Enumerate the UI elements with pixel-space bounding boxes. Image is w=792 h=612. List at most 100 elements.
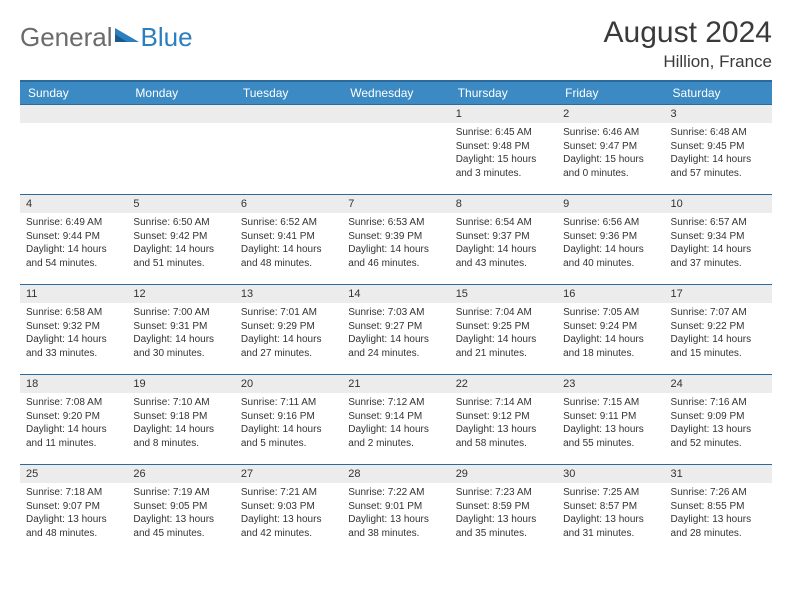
day-number: 22 [450,375,557,393]
weekday-header: Sunday [20,81,127,105]
day-number: 31 [665,465,772,483]
day-details: Sunrise: 7:04 AMSunset: 9:25 PMDaylight:… [450,303,557,363]
day-details: Sunrise: 6:58 AMSunset: 9:32 PMDaylight:… [20,303,127,363]
day-number: 30 [557,465,664,483]
calendar-day-cell: 30Sunrise: 7:25 AMSunset: 8:57 PMDayligh… [557,465,664,555]
calendar-day-cell: 4Sunrise: 6:49 AMSunset: 9:44 PMDaylight… [20,195,127,285]
calendar-day-cell: 12Sunrise: 7:00 AMSunset: 9:31 PMDayligh… [127,285,234,375]
weekday-header: Monday [127,81,234,105]
day-number: 20 [235,375,342,393]
day-number: 17 [665,285,772,303]
day-details: Sunrise: 6:50 AMSunset: 9:42 PMDaylight:… [127,213,234,273]
calendar-day-cell: 29Sunrise: 7:23 AMSunset: 8:59 PMDayligh… [450,465,557,555]
day-number: 1 [450,105,557,123]
calendar-day-cell: 22Sunrise: 7:14 AMSunset: 9:12 PMDayligh… [450,375,557,465]
calendar-day-cell [127,105,234,195]
day-details: Sunrise: 7:07 AMSunset: 9:22 PMDaylight:… [665,303,772,363]
day-details: Sunrise: 7:14 AMSunset: 9:12 PMDaylight:… [450,393,557,453]
day-details: Sunrise: 6:45 AMSunset: 9:48 PMDaylight:… [450,123,557,183]
calendar-day-cell: 2Sunrise: 6:46 AMSunset: 9:47 PMDaylight… [557,105,664,195]
calendar-day-cell: 7Sunrise: 6:53 AMSunset: 9:39 PMDaylight… [342,195,449,285]
day-number: 14 [342,285,449,303]
day-number: 16 [557,285,664,303]
calendar-day-cell: 23Sunrise: 7:15 AMSunset: 9:11 PMDayligh… [557,375,664,465]
calendar-day-cell: 3Sunrise: 6:48 AMSunset: 9:45 PMDaylight… [665,105,772,195]
day-details: Sunrise: 7:16 AMSunset: 9:09 PMDaylight:… [665,393,772,453]
day-details: Sunrise: 6:49 AMSunset: 9:44 PMDaylight:… [20,213,127,273]
day-number: 24 [665,375,772,393]
weekday-header: Tuesday [235,81,342,105]
calendar-day-cell [20,105,127,195]
day-number-empty [342,105,449,123]
calendar-day-cell: 25Sunrise: 7:18 AMSunset: 9:07 PMDayligh… [20,465,127,555]
day-number: 3 [665,105,772,123]
day-number: 26 [127,465,234,483]
calendar-day-cell: 10Sunrise: 6:57 AMSunset: 9:34 PMDayligh… [665,195,772,285]
calendar-day-cell: 17Sunrise: 7:07 AMSunset: 9:22 PMDayligh… [665,285,772,375]
header: General Blue August 2024 Hillion, France [20,16,772,72]
day-number: 23 [557,375,664,393]
day-number: 10 [665,195,772,213]
calendar-table: SundayMondayTuesdayWednesdayThursdayFrid… [20,80,772,555]
day-number: 19 [127,375,234,393]
calendar-day-cell: 8Sunrise: 6:54 AMSunset: 9:37 PMDaylight… [450,195,557,285]
calendar-day-cell: 31Sunrise: 7:26 AMSunset: 8:55 PMDayligh… [665,465,772,555]
calendar-week-row: 4Sunrise: 6:49 AMSunset: 9:44 PMDaylight… [20,195,772,285]
day-number: 15 [450,285,557,303]
calendar-day-cell: 9Sunrise: 6:56 AMSunset: 9:36 PMDaylight… [557,195,664,285]
calendar-week-row: 25Sunrise: 7:18 AMSunset: 9:07 PMDayligh… [20,465,772,555]
day-details: Sunrise: 7:03 AMSunset: 9:27 PMDaylight:… [342,303,449,363]
day-details: Sunrise: 7:08 AMSunset: 9:20 PMDaylight:… [20,393,127,453]
calendar-day-cell: 1Sunrise: 6:45 AMSunset: 9:48 PMDaylight… [450,105,557,195]
weekday-header: Friday [557,81,664,105]
day-number: 4 [20,195,127,213]
calendar-day-cell: 16Sunrise: 7:05 AMSunset: 9:24 PMDayligh… [557,285,664,375]
day-details: Sunrise: 7:10 AMSunset: 9:18 PMDaylight:… [127,393,234,453]
day-number: 9 [557,195,664,213]
day-number: 5 [127,195,234,213]
weekday-header: Wednesday [342,81,449,105]
day-details: Sunrise: 7:22 AMSunset: 9:01 PMDaylight:… [342,483,449,543]
calendar-day-cell: 24Sunrise: 7:16 AMSunset: 9:09 PMDayligh… [665,375,772,465]
day-details: Sunrise: 6:53 AMSunset: 9:39 PMDaylight:… [342,213,449,273]
calendar-day-cell: 15Sunrise: 7:04 AMSunset: 9:25 PMDayligh… [450,285,557,375]
day-number-empty [127,105,234,123]
brand-logo: General Blue [20,22,193,53]
month-title: August 2024 [604,16,772,50]
calendar-week-row: 1Sunrise: 6:45 AMSunset: 9:48 PMDaylight… [20,105,772,195]
weekday-header: Saturday [665,81,772,105]
day-details: Sunrise: 7:12 AMSunset: 9:14 PMDaylight:… [342,393,449,453]
calendar-day-cell: 28Sunrise: 7:22 AMSunset: 9:01 PMDayligh… [342,465,449,555]
location-label: Hillion, France [604,52,772,72]
calendar-day-cell: 5Sunrise: 6:50 AMSunset: 9:42 PMDaylight… [127,195,234,285]
day-details: Sunrise: 7:19 AMSunset: 9:05 PMDaylight:… [127,483,234,543]
day-details: Sunrise: 6:57 AMSunset: 9:34 PMDaylight:… [665,213,772,273]
day-details: Sunrise: 7:00 AMSunset: 9:31 PMDaylight:… [127,303,234,363]
day-number: 29 [450,465,557,483]
day-details: Sunrise: 7:18 AMSunset: 9:07 PMDaylight:… [20,483,127,543]
day-number: 13 [235,285,342,303]
calendar-day-cell: 18Sunrise: 7:08 AMSunset: 9:20 PMDayligh… [20,375,127,465]
day-number-empty [235,105,342,123]
day-details: Sunrise: 6:48 AMSunset: 9:45 PMDaylight:… [665,123,772,183]
calendar-day-cell: 13Sunrise: 7:01 AMSunset: 9:29 PMDayligh… [235,285,342,375]
calendar-day-cell: 14Sunrise: 7:03 AMSunset: 9:27 PMDayligh… [342,285,449,375]
day-details: Sunrise: 7:11 AMSunset: 9:16 PMDaylight:… [235,393,342,453]
day-number: 2 [557,105,664,123]
day-number: 21 [342,375,449,393]
calendar-day-cell: 21Sunrise: 7:12 AMSunset: 9:14 PMDayligh… [342,375,449,465]
day-details: Sunrise: 7:15 AMSunset: 9:11 PMDaylight:… [557,393,664,453]
weekday-header: Thursday [450,81,557,105]
day-details: Sunrise: 7:05 AMSunset: 9:24 PMDaylight:… [557,303,664,363]
day-details: Sunrise: 7:21 AMSunset: 9:03 PMDaylight:… [235,483,342,543]
day-details: Sunrise: 7:23 AMSunset: 8:59 PMDaylight:… [450,483,557,543]
logo-arrow-icon [115,24,141,44]
calendar-day-cell: 11Sunrise: 6:58 AMSunset: 9:32 PMDayligh… [20,285,127,375]
weekday-header-row: SundayMondayTuesdayWednesdayThursdayFrid… [20,81,772,105]
day-number: 18 [20,375,127,393]
brand-part2: Blue [141,22,193,53]
day-details: Sunrise: 7:25 AMSunset: 8:57 PMDaylight:… [557,483,664,543]
day-details: Sunrise: 7:01 AMSunset: 9:29 PMDaylight:… [235,303,342,363]
day-number: 11 [20,285,127,303]
calendar-page: General Blue August 2024 Hillion, France… [0,0,792,571]
